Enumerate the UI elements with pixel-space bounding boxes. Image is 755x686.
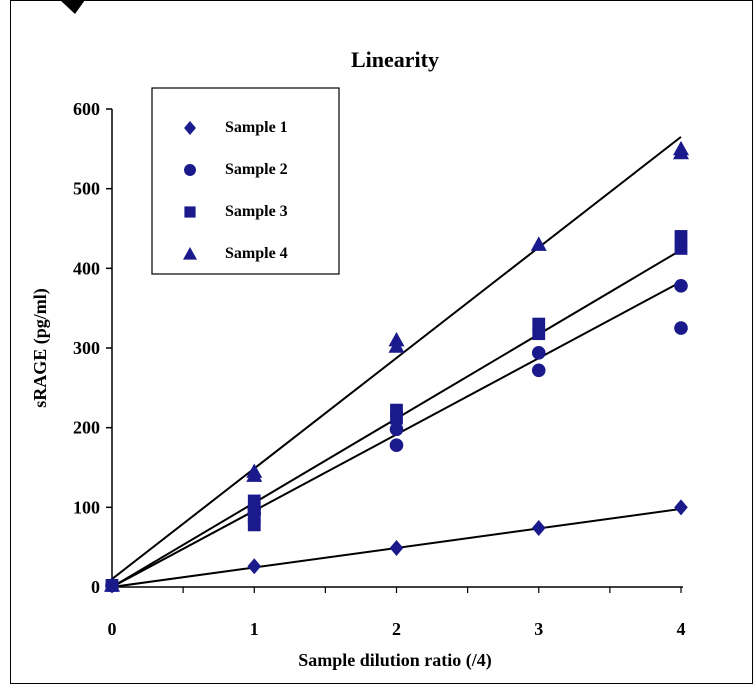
point-sample-4 <box>104 577 120 592</box>
point-sample-4 <box>673 140 689 156</box>
point-sample-4 <box>246 463 263 478</box>
legend-box <box>151 87 340 275</box>
legend-marker-sample-3 <box>184 206 196 218</box>
point-sample-1 <box>674 499 688 516</box>
point-sample-3 <box>247 494 261 508</box>
y-tick-label: 300 <box>73 338 100 358</box>
x-tick-label: 4 <box>677 619 686 639</box>
legend-label-sample-1: Sample 1 <box>225 119 288 136</box>
point-sample-1 <box>247 558 262 575</box>
x-tick-label: 0 <box>108 619 117 639</box>
y-axis-label: sRAGE (pg/ml) <box>30 288 51 408</box>
point-sample-2 <box>674 321 688 335</box>
legend-label-sample-4: Sample 4 <box>225 245 288 262</box>
point-sample-2 <box>389 438 404 452</box>
x-axis-label: Sample dilution ratio (/4) <box>298 650 492 671</box>
point-sample-2 <box>674 279 688 293</box>
legend-marker-sample-1 <box>184 121 196 135</box>
point-sample-2 <box>531 345 546 360</box>
point-sample-3 <box>390 403 403 417</box>
legend-marker-sample-4 <box>183 247 197 260</box>
y-tick-label: 200 <box>73 418 100 438</box>
y-tick-label: 500 <box>73 179 100 199</box>
y-tick-label: 0 <box>91 577 100 597</box>
legend-label-sample-2: Sample 2 <box>225 161 288 178</box>
legend: Sample 1 Sample 2 Sample 3 Sample 4 <box>151 87 340 275</box>
y-tick-label: 400 <box>73 258 100 278</box>
point-sample-3 <box>532 317 546 331</box>
data-points <box>104 140 689 594</box>
point-sample-3 <box>674 230 688 243</box>
point-sample-1 <box>531 520 546 537</box>
point-sample-4 <box>530 236 547 251</box>
y-tick-label: 100 <box>73 497 100 517</box>
x-tick-label: 2 <box>392 619 401 639</box>
legend-marker-sample-2 <box>184 164 196 176</box>
legend-label-sample-3: Sample 3 <box>225 203 288 220</box>
point-sample-2 <box>389 422 404 437</box>
point-sample-1 <box>389 539 404 556</box>
point-sample-4 <box>388 332 405 347</box>
x-tick-label: 1 <box>250 619 259 639</box>
decorative-arrow <box>60 0 85 14</box>
point-sample-3 <box>674 242 688 255</box>
point-sample-3 <box>247 510 261 524</box>
x-tick-label: 3 <box>534 619 543 639</box>
point-sample-2 <box>531 363 546 378</box>
y-tick-label: 600 <box>73 99 100 119</box>
chart-frame <box>10 0 753 684</box>
chart-title: Linearity <box>351 47 439 72</box>
fit-line-sample-4 <box>111 136 682 580</box>
axes: 0 100 200 300 400 500 600 0 1 2 3 4 <box>73 99 686 639</box>
